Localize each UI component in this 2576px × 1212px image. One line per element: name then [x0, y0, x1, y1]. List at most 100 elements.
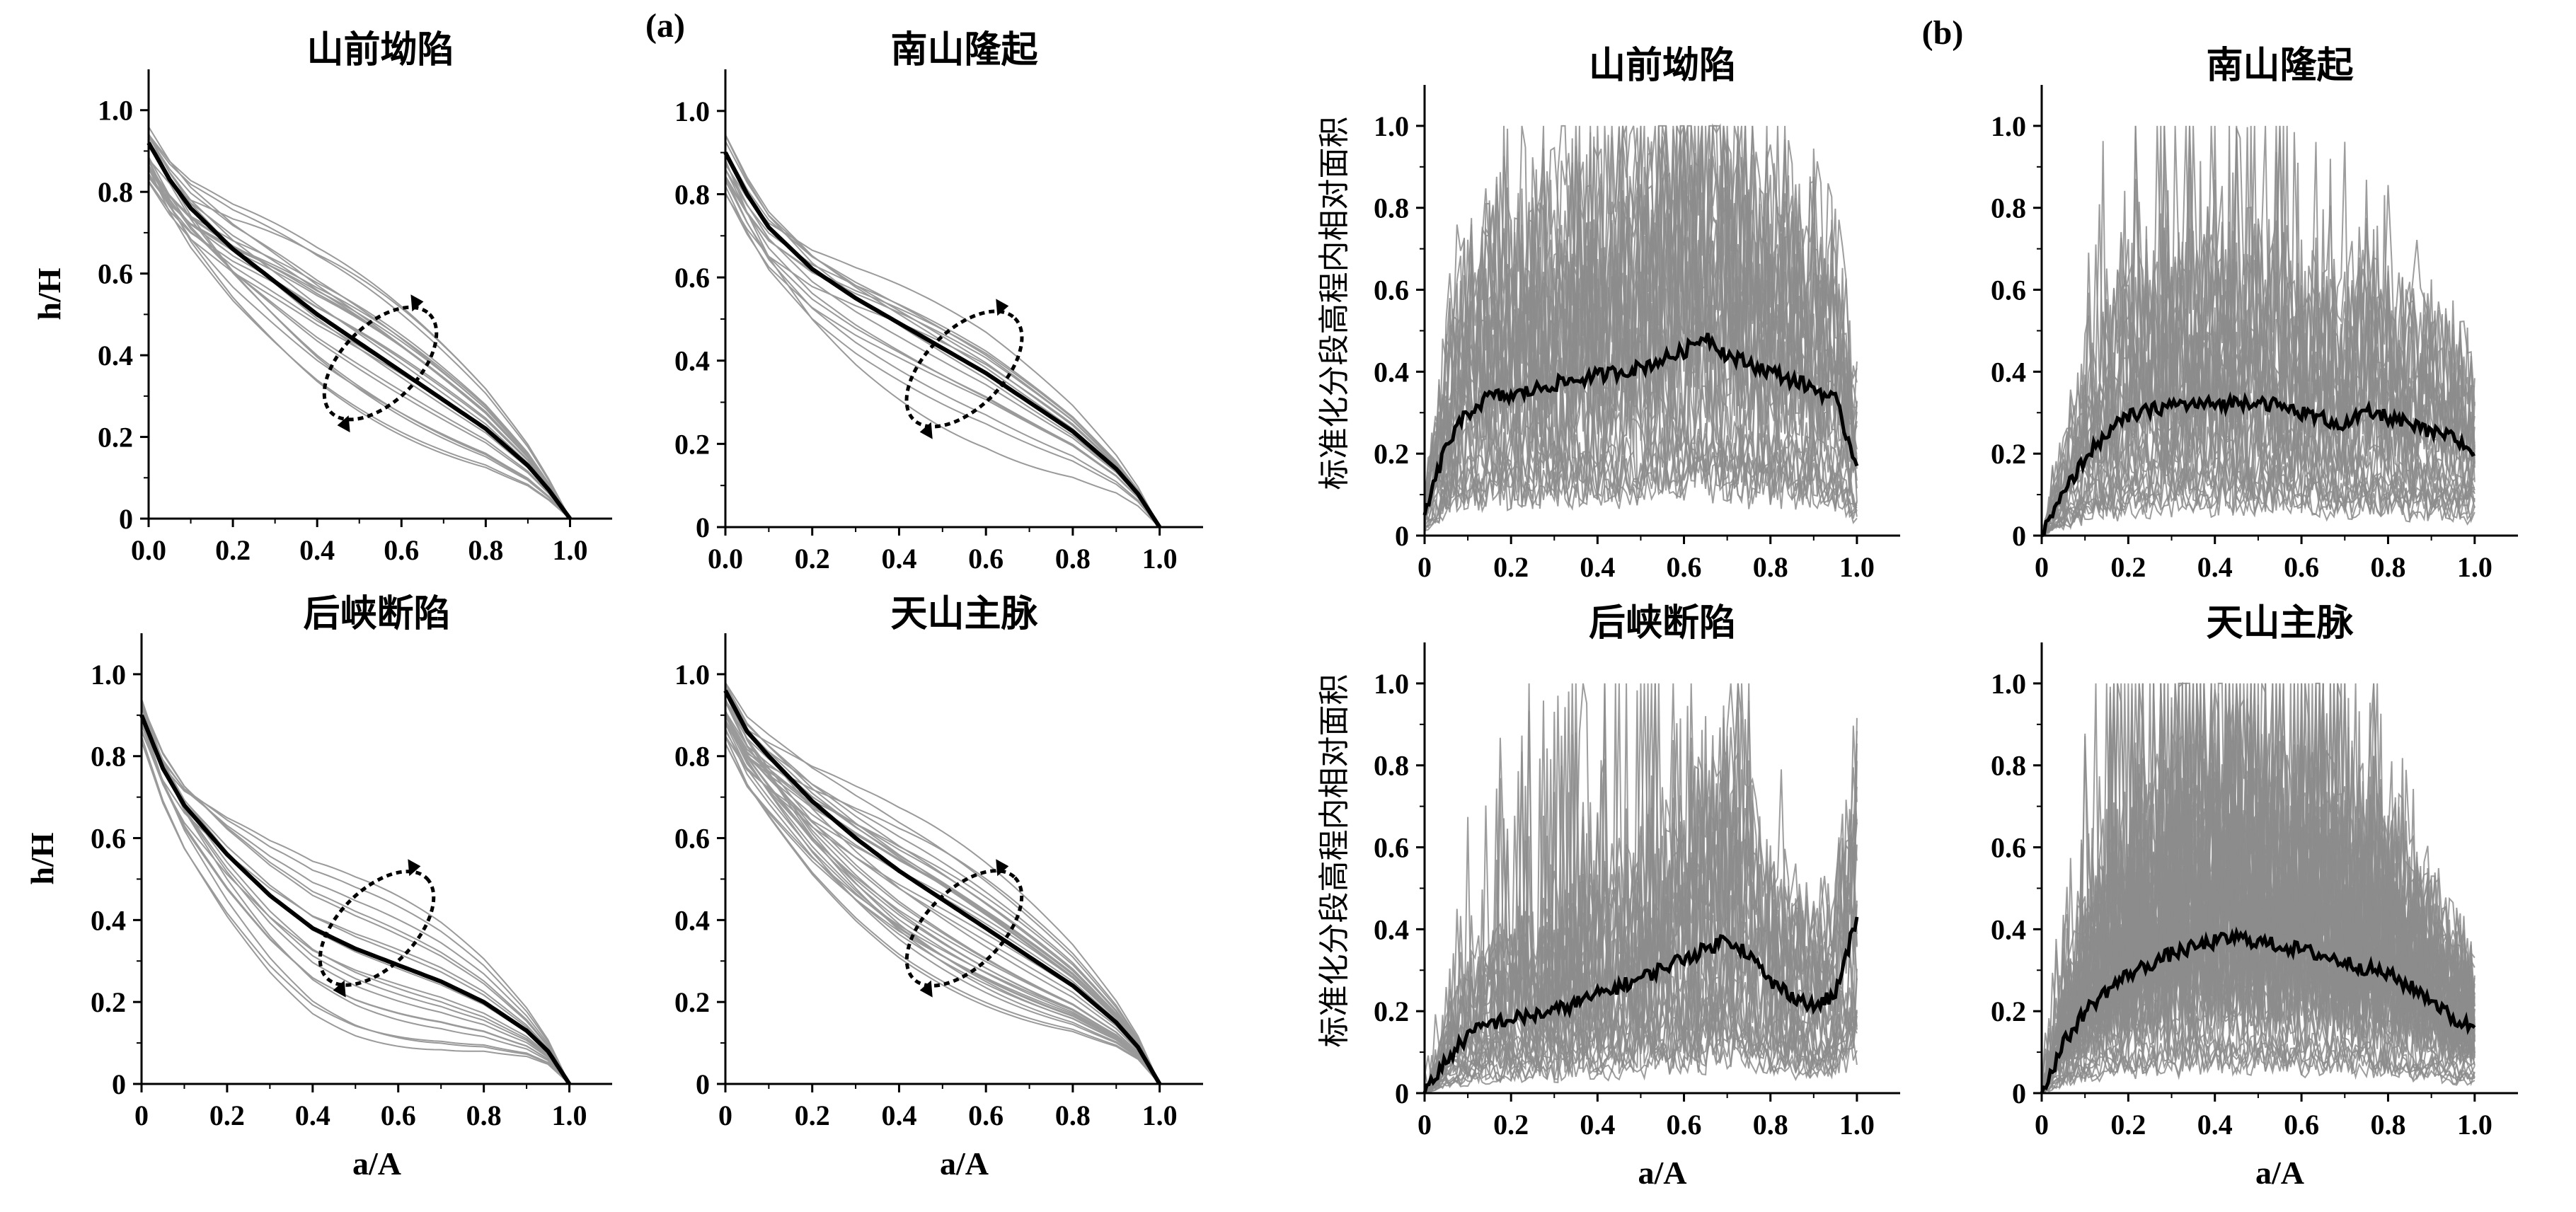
arrow-head-icon: [996, 299, 1009, 316]
individual-curve: [148, 168, 571, 519]
individual-curve: [725, 714, 1161, 1085]
arrow-head-icon: [919, 980, 933, 998]
individual-curve: [725, 700, 1161, 1085]
y-tick-label: 0.2: [1991, 995, 2026, 1027]
y-tick-label: 1.0: [1991, 668, 2026, 700]
y-tick-label: 0.2: [1991, 438, 2026, 470]
arrow-head-icon: [337, 415, 350, 433]
individual-series: [2041, 172, 2476, 536]
individual-series: [2041, 231, 2476, 536]
y-tick-label: 0.4: [1374, 913, 1409, 945]
individual-curve: [725, 193, 1161, 528]
y-tick-label: 0.8: [91, 741, 126, 773]
individual-curve: [148, 165, 571, 519]
individual-series: [1424, 201, 1858, 521]
y-tick-label: 0.4: [98, 340, 133, 371]
x-tick-label: 0.8: [1055, 1100, 1091, 1131]
individual-curve: [148, 176, 571, 519]
individual-curve: [148, 168, 571, 519]
y-tick-label: 0.8: [674, 741, 710, 773]
individual-series: [2041, 683, 2476, 1094]
y-tick-label: 0.6: [1374, 832, 1409, 864]
y-tick-label: 0.2: [1374, 995, 1409, 1027]
individual-curve: [141, 718, 570, 1085]
x-tick-label: 0.4: [2197, 1109, 2233, 1141]
y-tick-label: 1.0: [674, 659, 710, 691]
chart-a-3: 00 0.2 0.2 0.4 0.4 0.6 0.6 0.8 0.8 1.0 1.0 后峡断陷 a/A h…: [24, 593, 612, 1182]
chart-a-1: 0.00 0.2 0.2 0.4 0.4 0.6 0.6 0.8 0.8 1.0 1.0 山前坳陷 h/…: [31, 29, 612, 566]
individual-curve: [725, 710, 1161, 1085]
individual-curve: [141, 706, 570, 1085]
individual-series: [1424, 758, 1858, 1094]
x-tick-label: 0.2: [1493, 551, 1529, 583]
y-tick-label: 0.4: [674, 904, 710, 936]
x-tick-label: 1.0: [552, 534, 587, 566]
x-tick-label: 0.4: [299, 534, 335, 566]
individual-series: [2041, 125, 2476, 536]
circular-arrow: [904, 869, 1024, 988]
y-tick-label: 0.4: [1991, 356, 2026, 388]
x-axis-label: a/A: [352, 1145, 401, 1182]
x-tick-label: 0.6: [968, 1100, 1004, 1131]
x-tick-label: 0.4: [881, 543, 916, 575]
chart-title: 南山隆起: [890, 29, 1038, 71]
individual-curve: [725, 728, 1161, 1085]
individual-series: [1424, 125, 1857, 500]
x-tick-label: 1.0: [1839, 1109, 1875, 1141]
y-tick-label: 1.0: [1374, 110, 1409, 142]
chart-b-3: 00 0.2 0.2 0.4 0.4 0.6 0.6 0.8 0.8 1.0 1.0 后峡断陷 a/A 标…: [1316, 602, 1900, 1191]
arrow-head-icon: [408, 859, 421, 877]
x-tick-label: 0.6: [1667, 551, 1702, 583]
individual-curve: [725, 724, 1161, 1085]
x-axis-label: a/A: [940, 1145, 989, 1182]
x-tick-label: 0.8: [1055, 543, 1091, 575]
x-tick-label: 1.0: [1142, 543, 1178, 575]
y-tick-label: 0.2: [674, 428, 710, 460]
mean-series: [1422, 916, 1859, 1094]
y-axis-label: h/H: [24, 832, 60, 884]
individual-series: [2041, 751, 2476, 1094]
y-tick-label: 0.2: [98, 422, 133, 454]
x-tick-label: 0.4: [2197, 551, 2233, 583]
individual-curve: [725, 735, 1161, 1085]
y-tick-label: 0.6: [1374, 275, 1409, 306]
individual-curve: [725, 687, 1161, 1085]
chart-title: 后峡断陷: [1589, 602, 1736, 645]
individual-curve: [725, 176, 1161, 528]
individual-series: [1424, 125, 1858, 498]
x-tick-label: 1.0: [552, 1100, 587, 1131]
y-tick-label: 0.2: [674, 986, 710, 1018]
y-axis-label: h/H: [31, 267, 67, 320]
mean-curve: [139, 714, 572, 1085]
x-tick-label: 0.6: [1667, 1109, 1702, 1141]
individual-curve: [148, 173, 571, 519]
y-tick-label: 1.0: [1374, 668, 1409, 700]
chart-title: 天山主脉: [2206, 602, 2354, 645]
x-tick-label: 0.6: [2284, 551, 2319, 583]
x-tick-label: 1.0: [2457, 551, 2492, 583]
chart-a-4: 00 0.2 0.2 0.4 0.4 0.6 0.6 0.8 0.8 1.0 1.0 天山主脉 a/A: [674, 593, 1203, 1182]
chart-a-2: 0.00 0.2 0.2 0.4 0.4 0.6 0.6 0.8 0.8 1.0 1.0 南山隆起: [674, 29, 1203, 575]
y-tick-label: 0.6: [1991, 832, 2026, 864]
x-tick-label: 0.8: [466, 1100, 502, 1131]
individual-series: [1424, 259, 1858, 522]
y-tick-label: 0.6: [98, 258, 133, 290]
x-tick-label: 0: [1418, 1109, 1432, 1141]
y-axis-label: 标准化分段高程内相对面积: [1316, 674, 1352, 1048]
x-tick-label: 1.0: [1142, 1100, 1178, 1131]
x-tick-label: 1.0: [1839, 551, 1875, 583]
individual-curve: [725, 714, 1161, 1085]
y-tick-label: 0.6: [674, 262, 710, 294]
mean-series: [2041, 391, 2476, 538]
y-tick-label: 0.8: [1991, 750, 2026, 782]
x-tick-label: 0: [2035, 1109, 2049, 1141]
x-tick-label: 0.0: [708, 543, 743, 575]
individual-curve: [141, 729, 570, 1085]
individual-curve: [725, 683, 1161, 1085]
chart-title: 山前坳陷: [306, 29, 454, 71]
x-tick-label: 0: [1418, 551, 1432, 583]
y-tick-label: 0.4: [674, 345, 710, 377]
y-tick-label: 0: [112, 1068, 126, 1100]
arrow-head-icon: [919, 422, 933, 439]
y-axis-label: 标准化分段高程内相对面积: [1316, 117, 1352, 490]
